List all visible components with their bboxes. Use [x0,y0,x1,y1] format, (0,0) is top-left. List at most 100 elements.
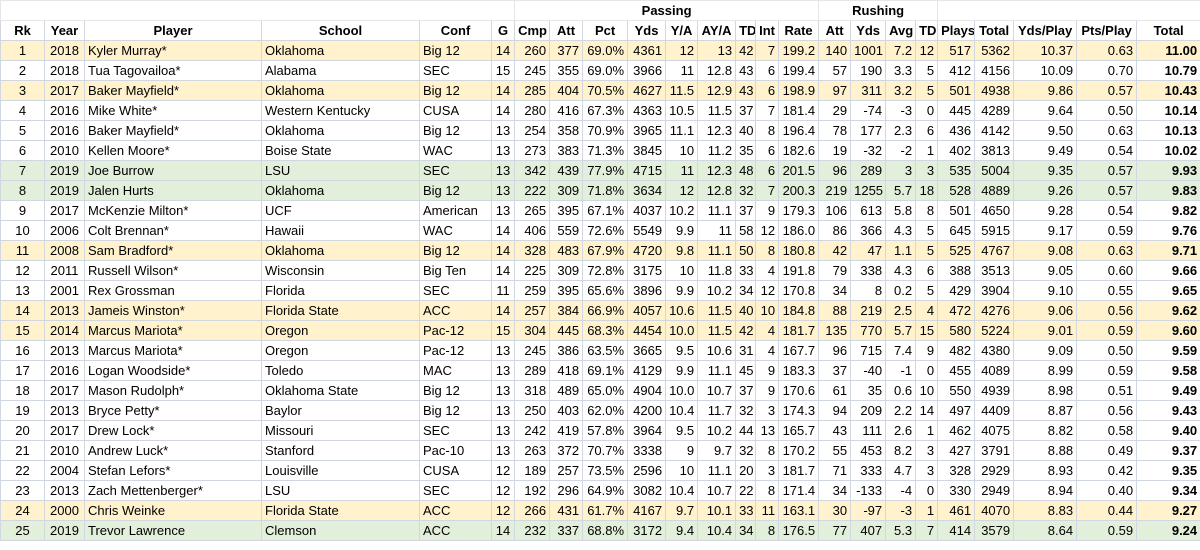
cell-pass-aya: 11 [697,220,737,241]
cell-total-yds: 4767 [974,240,1015,261]
cell-rush-yds: 209 [850,400,887,421]
cell-year: 2017 [44,420,85,441]
cell-g: 13 [490,400,516,421]
cell-player: Kyler Murray* [84,40,262,61]
cell-conf: CUSA [419,100,492,121]
cell-pass-rate: 174.3 [778,400,820,421]
cell-rush-yds: -97 [850,500,887,521]
cell-pass-td: 31 [735,340,757,361]
cell-pts-per-play: 0.57 [1076,80,1138,101]
cell-pass-td: 37 [735,100,757,121]
cell-pass-pct: 61.7% [582,500,629,521]
cell-pts-per-play: 0.50 [1076,340,1138,361]
cell-player: Colt Brennan* [84,220,262,241]
cell-total-yds: 5362 [974,40,1015,61]
cell-yds-per-play: 8.99 [1013,360,1078,381]
cell-pts-per-play: 0.63 [1076,40,1138,61]
cell-pass-yds: 4037 [627,200,667,221]
cell-g: 13 [490,380,516,401]
cell-total-score: 9.93 [1136,160,1200,181]
cell-pass-ya: 9.9 [665,360,699,381]
cell-player: Baker Mayfield* [84,120,262,141]
cell-pass-int: 3 [755,460,780,481]
cell-pts-per-play: 0.60 [1076,260,1138,281]
cell-plays: 328 [937,460,976,481]
cell-year: 2017 [44,200,85,221]
cell-school: Alabama [261,60,420,81]
cell-conf: Pac-10 [419,440,492,461]
cell-plays: 436 [937,120,976,141]
cell-rush-avg: 3.2 [885,80,917,101]
header-rush-att: Att [818,20,852,41]
cell-pass-pct: 65.6% [582,280,629,301]
cell-player: Mason Rudolph* [84,380,262,401]
cell-pass-rate: 186.0 [778,220,820,241]
cell-total-score: 9.49 [1136,380,1200,401]
cell-rush-avg: 7.2 [885,40,917,61]
cell-conf: MAC [419,360,492,381]
cell-pass-pct: 65.0% [582,380,629,401]
header-pts-per-play: Pts/Play [1076,20,1138,41]
cell-school: Wisconsin [261,260,420,281]
cell-conf: Big 12 [419,400,492,421]
cell-total-yds: 3791 [974,440,1015,461]
cell-rk: 6 [0,140,45,161]
cell-rush-avg: 2.6 [885,420,917,441]
cell-pass-pct: 71.3% [582,140,629,161]
cell-pass-rate: 182.6 [778,140,820,161]
cell-rush-avg: 4.3 [885,220,917,241]
cell-player: McKenzie Milton* [84,200,262,221]
cell-plays: 501 [937,80,976,101]
cell-g: 13 [490,140,516,161]
cell-rk: 1 [0,40,45,61]
cell-rush-att: 94 [818,400,852,421]
cell-plays: 580 [937,320,976,341]
cell-school: Hawaii [261,220,420,241]
cell-pass-att: 404 [549,80,584,101]
cell-pts-per-play: 0.59 [1076,360,1138,381]
cell-player: Andrew Luck* [84,440,262,461]
cell-player: Rex Grossman [84,280,262,301]
cell-pass-rate: 171.4 [778,480,820,501]
cell-g: 12 [490,460,516,481]
cell-pass-att: 257 [549,460,584,481]
cell-rush-yds: 338 [850,260,887,281]
cell-yds-per-play: 9.05 [1013,260,1078,281]
cell-total-yds: 4142 [974,120,1015,141]
cell-pass-yds: 3172 [627,520,667,541]
cell-rush-yds: 1001 [850,40,887,61]
cell-total-score: 10.43 [1136,80,1200,101]
cell-pass-pct: 71.8% [582,180,629,201]
cell-year: 2000 [44,500,85,521]
cell-school: Missouri [261,420,420,441]
cell-pass-att: 419 [549,420,584,441]
cell-total-score: 10.13 [1136,120,1200,141]
cell-pass-rate: 170.6 [778,380,820,401]
cell-pass-td: 32 [735,400,757,421]
cell-pass-yds: 3338 [627,440,667,461]
cell-pass-pct: 73.5% [582,460,629,481]
cell-pass-int: 7 [755,40,780,61]
cell-total-yds: 4938 [974,80,1015,101]
cell-rush-yds: -74 [850,100,887,121]
cell-school: Louisville [261,460,420,481]
header-player: Player [84,20,262,41]
cell-pass-pct: 69.0% [582,60,629,81]
cell-pass-int: 12 [755,220,780,241]
cell-school: Oklahoma State [261,380,420,401]
cell-player: Stefan Lefors* [84,460,262,481]
cell-rush-att: 78 [818,120,852,141]
header-school: School [261,20,420,41]
cell-pass-td: 32 [735,180,757,201]
cell-pass-rate: 170.2 [778,440,820,461]
cell-pass-aya: 10.1 [697,500,737,521]
cell-pass-rate: 180.8 [778,240,820,261]
cell-pass-cmp: 225 [514,260,551,281]
cell-total-yds: 4939 [974,380,1015,401]
table-row: 12 2011 Russell Wilson* Wisconsin Big Ten 14 2… [0,260,1200,281]
header-pass-td: TD [735,20,757,41]
cell-pass-rate: 181.7 [778,320,820,341]
cell-pass-rate: 167.7 [778,340,820,361]
cell-pass-yds: 3845 [627,140,667,161]
cell-rush-avg: 3 [885,160,917,181]
